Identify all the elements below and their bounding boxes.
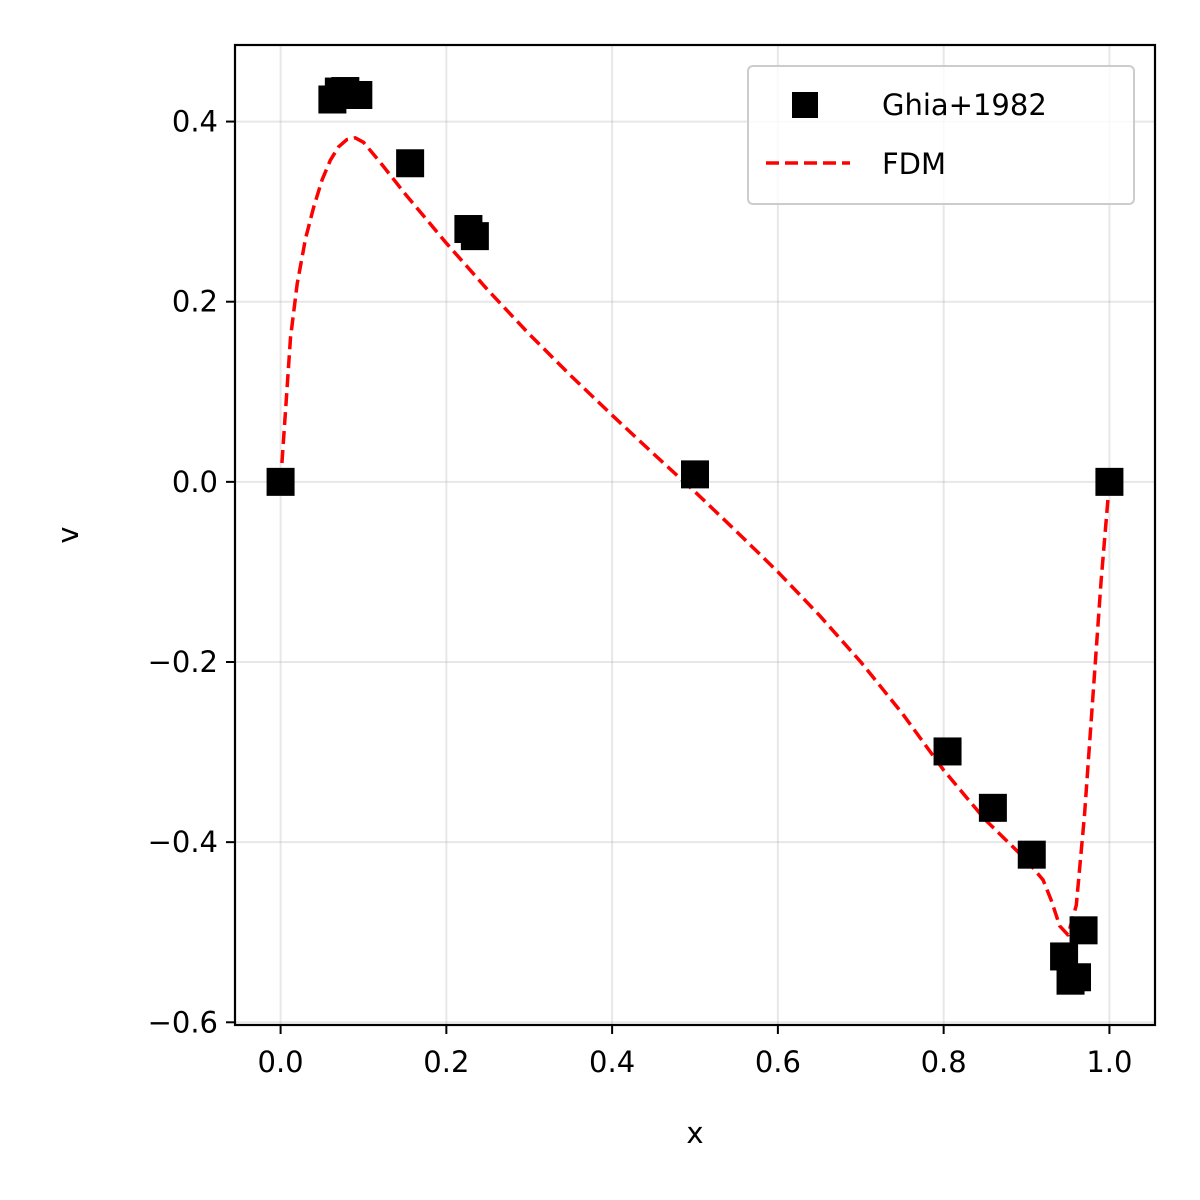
x-tick-label: 1.0	[1086, 1045, 1132, 1079]
plot-area	[266, 77, 1124, 995]
legend-box	[747, 65, 1135, 205]
y-tick-label: 0.4	[172, 105, 218, 139]
y-tick-label: 0.0	[172, 465, 218, 499]
axis-ticks: 0.0 0.2 0.4 0.6 0.8 1.0 −0.6 −0.4 −0.2 0.0 0.2 0.4	[148, 105, 1133, 1079]
legend-label-fdm: FDM	[882, 147, 946, 181]
legend-marker-ghia	[792, 92, 818, 118]
ghia-data-point	[460, 222, 489, 251]
x-tick-label: 0.2	[423, 1045, 469, 1079]
ghia-data-point	[266, 467, 295, 496]
ghia-data-point	[1017, 840, 1046, 869]
x-tick-label: 0.0	[258, 1045, 304, 1079]
x-tick-label: 0.6	[755, 1045, 801, 1079]
ghia-data-point	[933, 737, 962, 766]
ghia-data-point	[1069, 916, 1098, 945]
ghia-data-point	[396, 149, 425, 178]
ghia-data-point	[978, 793, 1007, 822]
legend: Ghia+1982 FDM	[747, 65, 1135, 205]
x-tick-label: 0.8	[921, 1045, 967, 1079]
ghia-data-point	[344, 80, 373, 109]
y-tick-label: −0.4	[148, 825, 218, 859]
legend-label-ghia: Ghia+1982	[882, 88, 1047, 122]
y-tick-label: −0.2	[148, 645, 218, 679]
y-axis-label: v	[51, 526, 85, 543]
ghia-data-point	[1063, 963, 1092, 992]
axes-frame	[233, 43, 1157, 1027]
ghia-data-point	[1095, 467, 1124, 496]
y-tick-label: 0.2	[172, 285, 218, 319]
fdm-line	[278, 136, 1112, 937]
ghia-data-point	[681, 460, 709, 489]
y-tick-label: −0.6	[148, 1005, 218, 1039]
x-tick-label: 0.4	[589, 1045, 635, 1079]
x-axis-label: x	[686, 1116, 703, 1150]
